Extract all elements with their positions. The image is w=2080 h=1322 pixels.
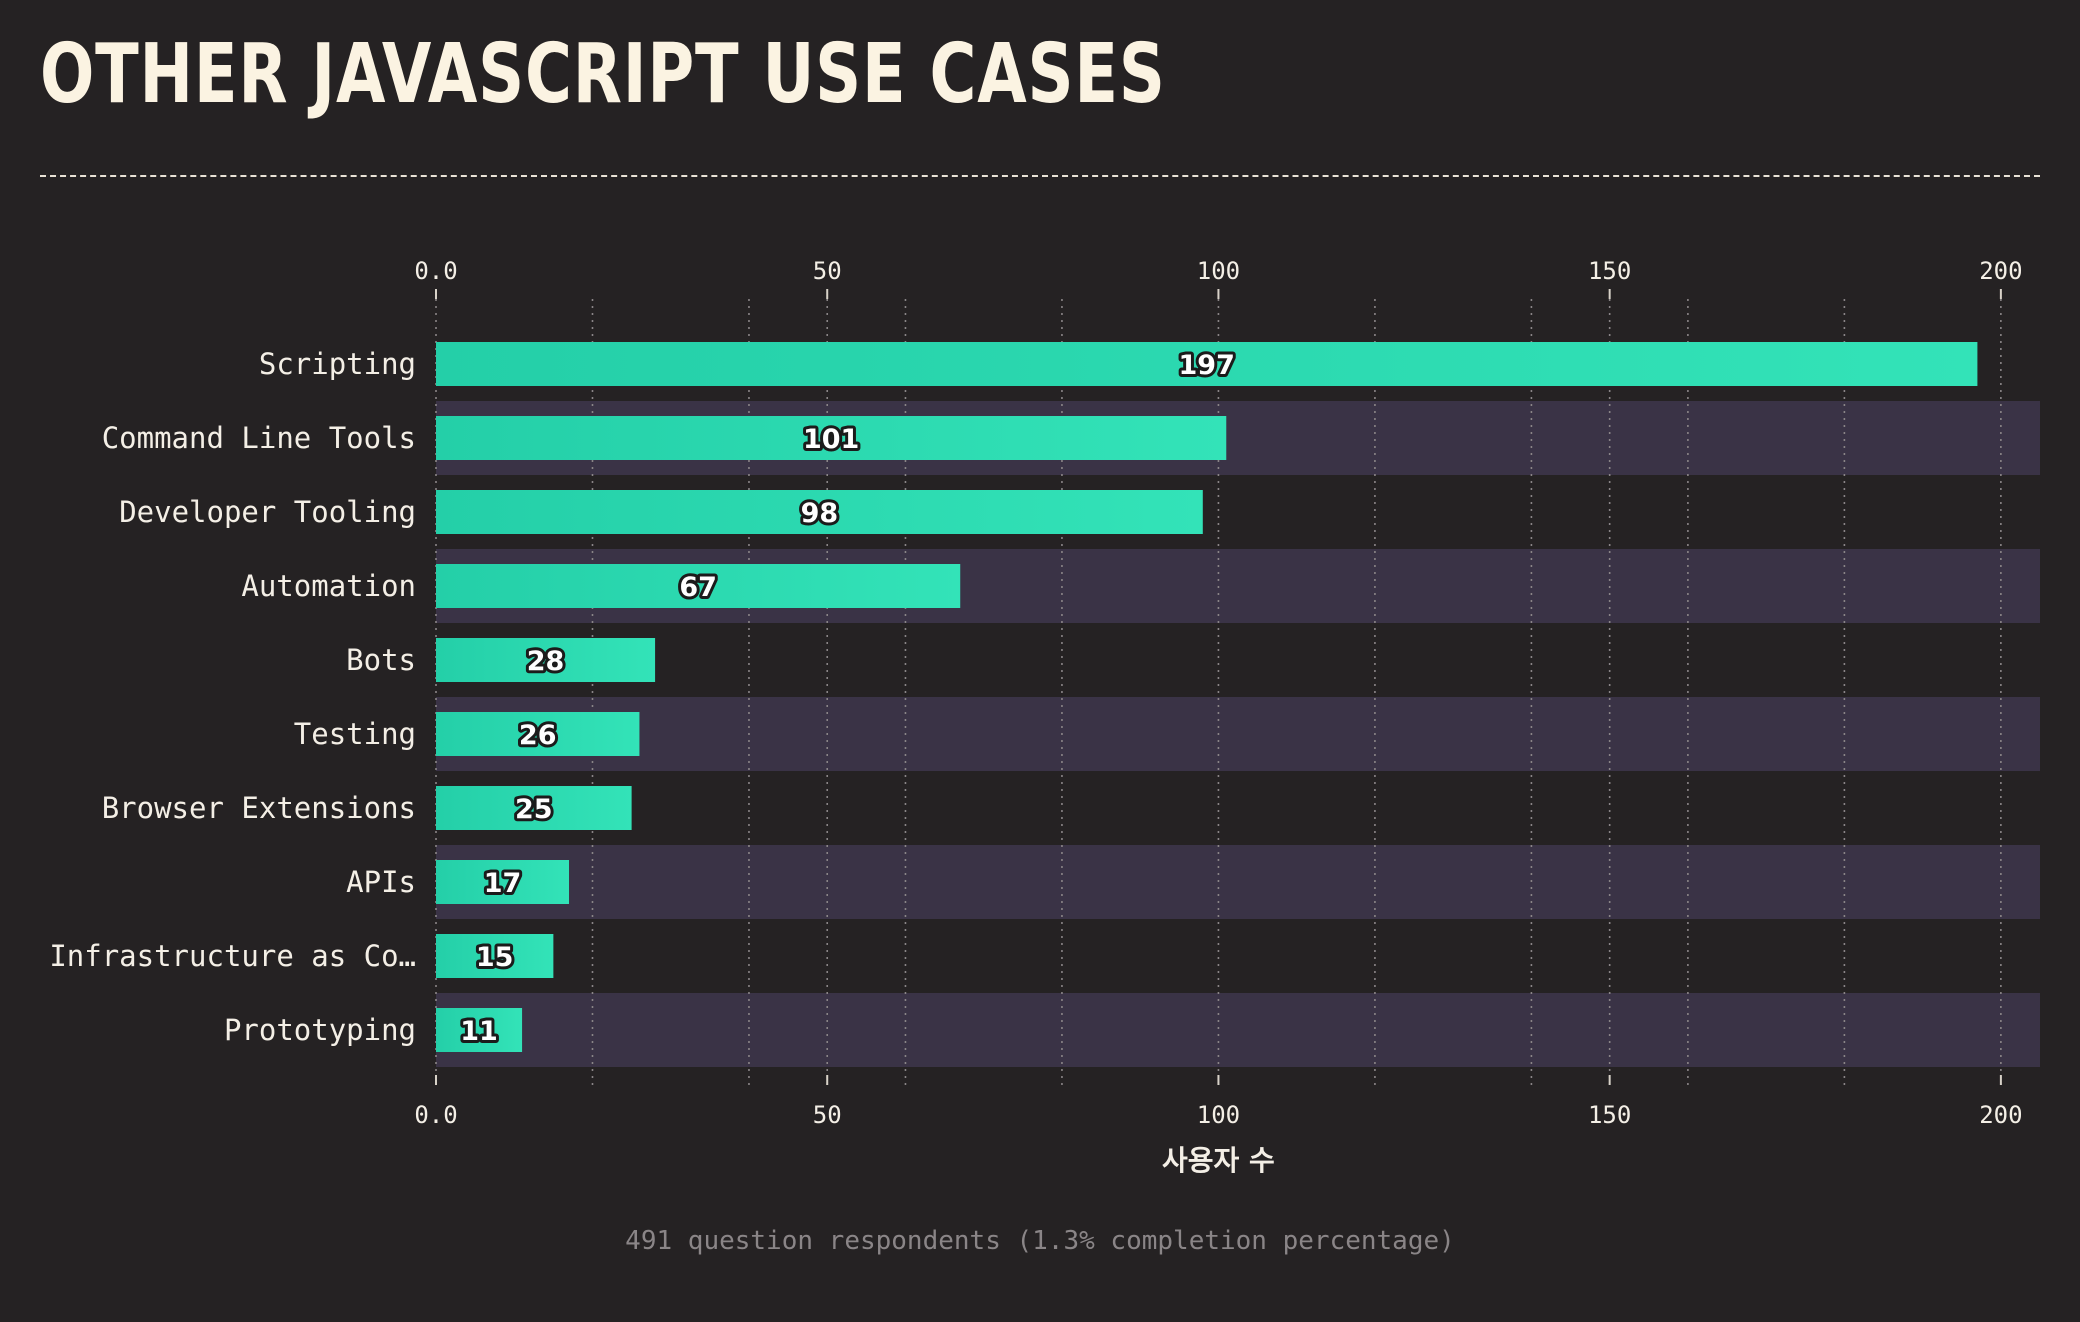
bar [436, 342, 1978, 386]
bar [436, 712, 640, 756]
x-tick-label: 150 [1588, 1101, 1631, 1129]
bar-value-label: 25 [515, 794, 553, 825]
bar-value-label: 11 [460, 1016, 498, 1047]
bar [436, 786, 632, 830]
x-axis-label: 사용자 수 [1162, 1144, 1275, 1177]
category-label: Command Line Tools [102, 421, 416, 455]
category-label: Scripting [259, 347, 416, 381]
bar-value-label: 101 [803, 424, 859, 455]
title-divider [40, 175, 2040, 177]
bar [436, 490, 1203, 534]
bar [436, 1008, 523, 1052]
x-tick-label: 50 [813, 257, 842, 285]
category-label: Automation [241, 569, 416, 603]
category-label: Infrastructure as Co… [49, 939, 416, 973]
category-label: Browser Extensions [102, 791, 416, 825]
bar-value-label: 15 [476, 942, 514, 973]
respondents-note: 491 question respondents (1.3% completio… [625, 1226, 1455, 1256]
bar [436, 638, 656, 682]
chart-title: OTHER JAVASCRIPT USE CASES [40, 27, 1166, 122]
category-label: Prototyping [224, 1013, 416, 1047]
bar-value-label: 197 [1179, 350, 1235, 381]
bar [436, 564, 961, 608]
bar-value-label: 17 [484, 868, 522, 899]
x-tick-label: 150 [1588, 257, 1631, 285]
bar-value-label: 26 [519, 720, 557, 751]
category-label: APIs [346, 865, 416, 899]
row-band [436, 845, 2040, 919]
x-tick-label: 100 [1197, 257, 1240, 285]
bar [436, 416, 1227, 460]
row-band [436, 993, 2040, 1067]
category-label: Developer Tooling [119, 495, 416, 529]
bar-value-label: 67 [679, 572, 717, 603]
bar-value-label: 98 [801, 498, 839, 529]
row-band [436, 697, 2040, 771]
x-tick-label: 200 [1979, 1101, 2022, 1129]
x-tick-label: 100 [1197, 1101, 1240, 1129]
x-tick-label: 200 [1979, 257, 2022, 285]
bar [436, 860, 570, 904]
bar [436, 934, 554, 978]
bar-value-label: 28 [527, 646, 565, 677]
bar-chart: 0.0 50 100 150 200 0.0 50 100 150 200 Scripting C… [49, 257, 2040, 1177]
x-tick-label: 0.0 [414, 1101, 457, 1129]
x-tick-label: 50 [813, 1101, 842, 1129]
category-label: Bots [346, 643, 416, 677]
x-tick-label: 0.0 [414, 257, 457, 285]
category-label: Testing [294, 717, 416, 751]
